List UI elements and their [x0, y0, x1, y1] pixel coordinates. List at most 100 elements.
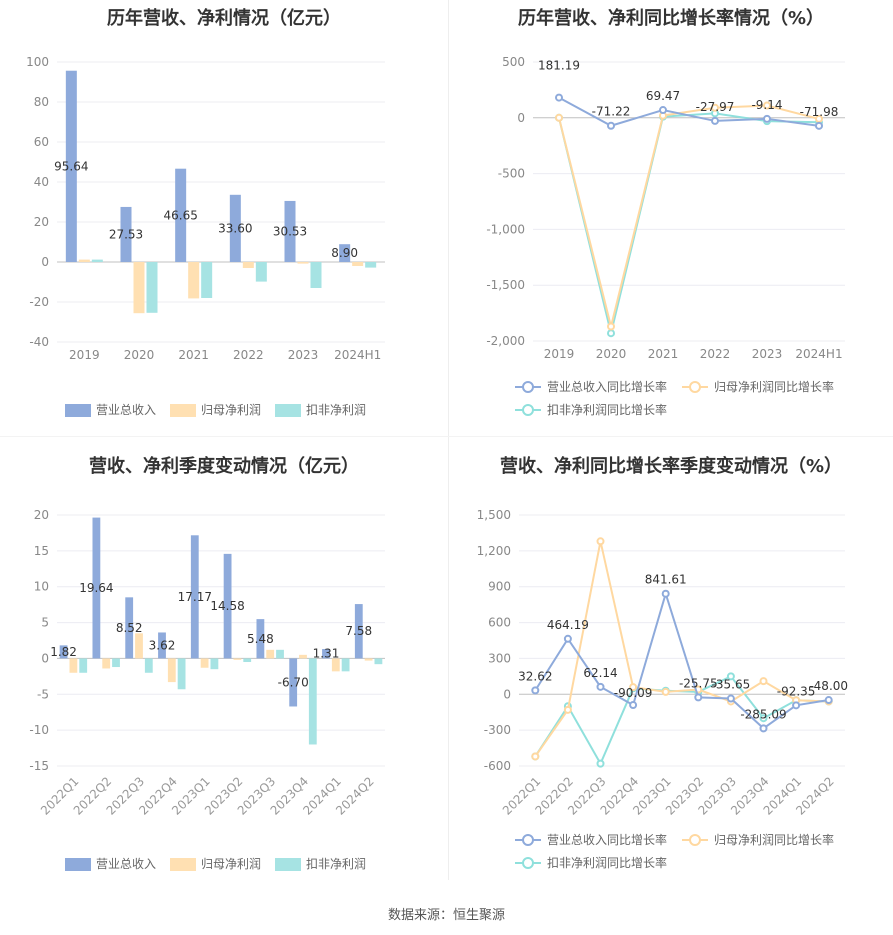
- legend-swatch: [170, 404, 196, 417]
- data-label: 69.47: [646, 89, 680, 103]
- legend-label: 营业总收入: [96, 403, 156, 417]
- legend-label: 扣非净利润同比增长率: [547, 402, 667, 417]
- x-tick-label: 2019: [544, 347, 575, 361]
- bar: [242, 262, 254, 268]
- bar: [255, 262, 267, 282]
- legend-swatch: [275, 858, 301, 871]
- point: [726, 672, 735, 681]
- legend-swatch: [689, 834, 701, 846]
- bar: [102, 658, 111, 669]
- y-tick-label: 0: [41, 255, 49, 269]
- legend-label: 归母净利润同比增长率: [714, 832, 834, 847]
- bar: [146, 262, 158, 313]
- y-tick-label: -10: [29, 723, 49, 737]
- bar: [354, 604, 363, 659]
- point: [555, 113, 563, 122]
- x-tick-label: 2022: [700, 347, 731, 361]
- y-tick-label: 60: [34, 135, 49, 149]
- y-tick-label: 600: [488, 616, 511, 630]
- y-tick-label: 100: [26, 55, 49, 69]
- bar: [284, 200, 296, 262]
- bar: [65, 70, 77, 262]
- point: [659, 106, 667, 115]
- point: [596, 759, 605, 768]
- point: [607, 329, 615, 338]
- bar: [289, 658, 298, 707]
- y-tick-label: 0: [517, 111, 525, 125]
- point: [763, 101, 771, 110]
- y-tick-label: 1,500: [477, 508, 511, 522]
- legend-swatch: [689, 381, 701, 393]
- point: [596, 537, 605, 546]
- point: [607, 121, 615, 130]
- x-tick-label: 2020: [596, 347, 627, 361]
- bar: [365, 262, 377, 268]
- y-tick-label: -40: [29, 335, 49, 349]
- bar: [69, 658, 78, 673]
- bar: [322, 649, 330, 659]
- bar: [177, 658, 186, 690]
- y-tick-label: 15: [34, 544, 49, 558]
- quarterly-growth-panel: 营收、净利同比增长率季度变动情况（%） -600 -300 0 300 600 900 1,…: [449, 448, 893, 888]
- data-label: -285.09: [740, 707, 786, 721]
- data-label: 1.31: [313, 647, 340, 661]
- data-label: 7.58: [345, 624, 372, 638]
- legend-label: 营业总收入同比增长率: [547, 379, 667, 394]
- bar: [223, 553, 232, 659]
- bar: [200, 658, 209, 668]
- point: [629, 683, 638, 692]
- data-label: 95.64: [54, 159, 88, 173]
- series-line: [558, 96, 820, 127]
- quarterly-bar-chart: -15 -10 -5 0 5 10 15 20 1.82 19.64 8.52 3.62 17.1714…: [29, 508, 385, 871]
- bar: [331, 658, 340, 672]
- point: [555, 93, 563, 102]
- y-tick-label: -300: [484, 723, 511, 737]
- point: [563, 634, 572, 643]
- bar: [308, 658, 317, 745]
- x-tick-label: 2024H1: [795, 347, 842, 361]
- bar: [299, 654, 307, 659]
- legend-label: 营业总收入同比增长率: [547, 832, 667, 847]
- chart-title: 营收、净利季度变动情况（亿元）: [89, 456, 359, 477]
- bar: [92, 517, 101, 659]
- legend-swatch: [170, 858, 196, 871]
- legend-swatch: [65, 858, 91, 871]
- legend-label: 营业总收入: [96, 857, 156, 871]
- bar: [256, 619, 265, 659]
- point: [759, 724, 768, 733]
- bar: [120, 206, 132, 262]
- point: [607, 322, 615, 331]
- bar: [158, 632, 166, 659]
- data-label: 30.53: [273, 224, 307, 238]
- bar: [352, 262, 364, 266]
- data-label: -48.00: [809, 679, 848, 693]
- x-tick-label: 2022: [233, 348, 264, 362]
- point: [711, 103, 719, 112]
- legend-swatch: [65, 404, 91, 417]
- quarterly-growth-line-chart: -600 -300 0 300 600 900 1,200 1,500 32.62 464.19 6…: [477, 508, 848, 870]
- y-tick-label: 0: [41, 651, 49, 665]
- point: [596, 682, 605, 691]
- y-tick-label: 40: [34, 175, 49, 189]
- legend-label: 扣非净利润: [306, 403, 366, 417]
- x-tick-label: 2021: [178, 348, 209, 362]
- bar: [266, 649, 275, 659]
- annual-growth-line-chart: -2,000 -1,500 -1,000 -500 0 500 181.19 -71.22 69…: [486, 55, 845, 417]
- data-source-footer: 数据来源：恒生聚源: [387, 908, 505, 923]
- x-tick-label: 2020: [124, 348, 155, 362]
- data-label: 62.14: [583, 666, 617, 680]
- bar: [59, 645, 68, 659]
- bar: [310, 262, 322, 288]
- y-tick-label: 900: [488, 580, 511, 594]
- bar: [229, 194, 241, 262]
- chart-title: 历年营收、净利情况（亿元）: [107, 8, 341, 29]
- y-tick-label: -500: [498, 167, 525, 181]
- point: [763, 114, 771, 123]
- bar: [125, 597, 134, 659]
- y-tick-label: -15: [29, 759, 49, 773]
- legend-swatch: [522, 834, 534, 846]
- point: [711, 116, 719, 125]
- data-label: 464.19: [547, 618, 589, 632]
- bar: [233, 658, 242, 660]
- x-tick-label: 2021: [648, 347, 679, 361]
